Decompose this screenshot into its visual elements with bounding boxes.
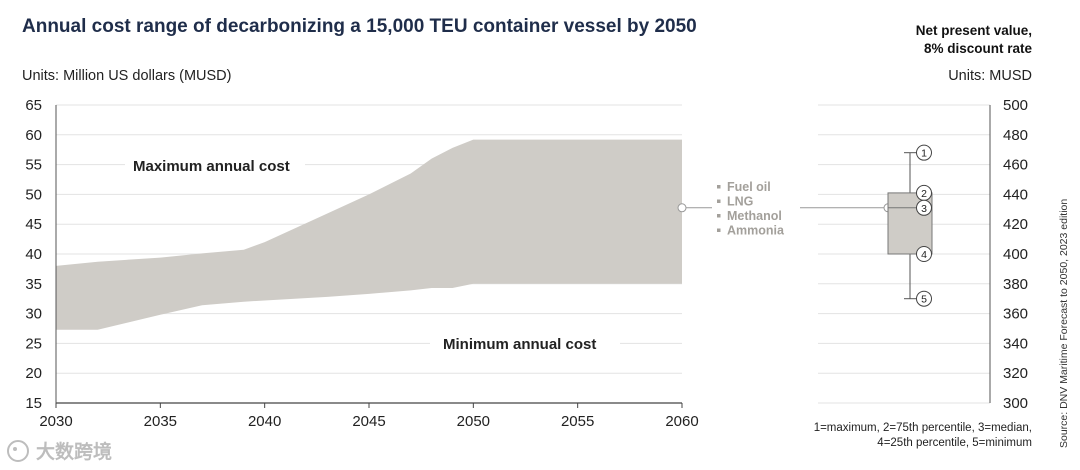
npv-tick-label-500: 500 [1003,97,1028,114]
marker-circle-4 [916,246,932,262]
min-cost-label: Minimum annual cost [443,336,596,353]
connector [677,203,893,213]
npv-tick-label-460: 460 [1003,157,1028,174]
npv-tick-label-440: 440 [1003,186,1028,203]
x-tick-label-2045: 2045 [352,413,385,430]
x-tick-label-2030: 2030 [39,413,72,430]
footnote-line2: 4=25th percentile, 5=minimum [877,437,1032,449]
y-tick-label-55: 55 [25,157,42,174]
marker-label-5: 5 [921,294,927,306]
npv-tick-label-340: 340 [1003,335,1028,352]
fuel-item-3: Methanol [727,209,782,223]
marker-label-2: 2 [921,188,927,200]
x-tick-label-2055: 2055 [561,413,594,430]
marker-label-4: 4 [921,249,927,261]
region-labels: Maximum annual cost Minimum annual cost [125,155,620,355]
fuel-bullet-2 [717,199,721,203]
npv-tick-label-360: 360 [1003,306,1028,323]
y-tick-label-25: 25 [25,335,42,352]
npv-title-line2: 8% discount rate [923,41,1032,56]
npv-tick-label-480: 480 [1003,127,1028,144]
npv-boxplot: 1 2 3 4 5 [887,144,933,307]
y-tick-label-60: 60 [25,127,42,144]
units-value: Million US dollars (MUSD) [63,68,232,84]
y-tick-label-45: 45 [25,216,42,233]
chart-title: Annual cost range of decarbonizing a 15,… [22,16,697,37]
connector-dot-left [677,203,687,213]
fuel-item-2: LNG [727,195,753,209]
npv-tick-label-400: 400 [1003,246,1028,263]
min-label-background [430,333,620,355]
fuel-bullet-3 [717,214,721,218]
y-tick-label-35: 35 [25,276,42,293]
x-tick-label-2040: 2040 [248,413,281,430]
marker-circle-5 [916,290,932,307]
y-tick-label-50: 50 [25,186,42,203]
fuel-item-4: Ammonia [727,224,785,238]
units-label-right: Units: MUSD [948,68,1032,84]
npv-title-line1: Net present value, [915,23,1032,38]
fuel-bullet-1 [717,185,721,189]
max-cost-label: Maximum annual cost [133,158,290,175]
npv-tick-label-380: 380 [1003,276,1028,293]
boxplot-footnote: 1=maximum, 2=75th percentile, 3=median, … [814,421,1032,451]
watermark-text: 大数跨境 [36,440,112,463]
footnote-line1: 1=maximum, 2=75th percentile, 3=median, [813,422,1032,434]
npv-title: Net present value, 8% discount rate [916,22,1032,58]
marker-circle-3 [916,199,932,216]
watermark-logo-icon: 大数跨境 [7,440,112,463]
units-label-left: Units: Million US dollars (MUSD) [22,68,231,84]
fuel-item-1: Fuel oil [727,180,771,194]
x-tick-label-2060: 2060 [665,413,698,430]
watermark: 大数跨境 [4,437,144,465]
marker-label-3: 3 [921,203,927,215]
cost-range-area [56,139,682,330]
npv-tick-label-300: 300 [1003,395,1028,412]
y-tick-label-15: 15 [25,395,42,412]
x-tick-label-2035: 2035 [144,413,177,430]
npv-tick-label-420: 420 [1003,216,1028,233]
y-axis-left: 15 20 25 30 35 40 45 50 55 60 65 [25,97,57,412]
source-note: Source: DNV Maritime Forecast to 2050, 2… [1058,198,1070,448]
y-tick-label-40: 40 [25,246,42,263]
y-tick-label-20: 20 [25,365,42,382]
fuel-bullet-4 [717,228,721,232]
y-tick-label-30: 30 [25,306,42,323]
x-axis: 2030 2035 2040 2045 2050 2055 2060 [39,402,699,430]
npv-tick-label-320: 320 [1003,365,1028,382]
marker-circle-1 [916,144,932,161]
marker-label-1: 1 [921,148,927,160]
y-tick-label-65: 65 [25,97,42,114]
x-tick-label-2050: 2050 [457,413,490,430]
y-axis-right: 300 320 340 360 380 400 420 440 460 480 500 [989,97,1028,412]
max-label-background [125,155,305,177]
units-prefix: Units: [22,68,64,84]
